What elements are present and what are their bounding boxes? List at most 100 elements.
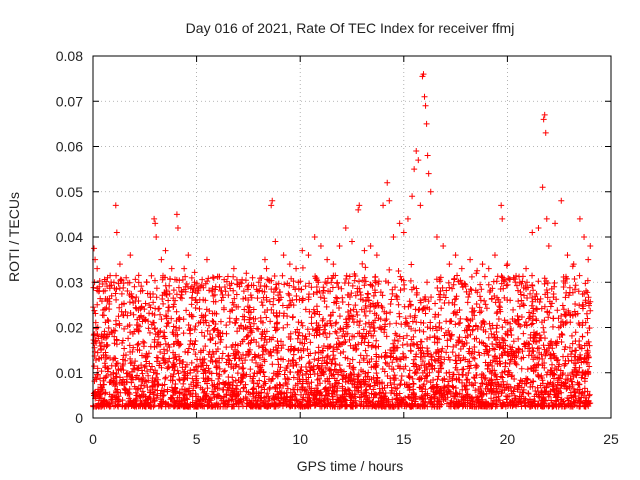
data-point-background xyxy=(553,296,560,303)
x-tick-label: 20 xyxy=(500,431,516,447)
data-point-background xyxy=(484,365,491,372)
x-axis-label: GPS time / hours xyxy=(297,458,404,474)
data-point-background xyxy=(491,346,498,353)
data-point-background xyxy=(562,360,569,367)
data-point-background xyxy=(507,356,514,363)
data-point-background xyxy=(335,343,342,350)
data-point-background xyxy=(417,297,424,304)
data-point-background xyxy=(551,280,558,287)
data-point-background xyxy=(476,293,483,300)
data-point-background xyxy=(296,329,303,336)
data-point-background xyxy=(127,360,134,367)
data-point-background xyxy=(169,329,176,336)
data-point-background xyxy=(369,342,376,349)
data-point-background xyxy=(179,398,186,405)
data-point-background xyxy=(188,311,195,318)
data-point-background xyxy=(199,386,206,393)
data-point-background xyxy=(462,387,469,394)
data-point-background xyxy=(214,273,221,280)
data-point-background xyxy=(158,364,165,371)
data-point-background xyxy=(332,320,339,327)
data-point-background xyxy=(185,345,192,352)
data-point-background xyxy=(149,363,156,370)
data-point-background xyxy=(461,280,468,287)
data-point-background xyxy=(176,389,183,396)
data-point-background xyxy=(160,300,167,307)
data-point-background xyxy=(223,278,230,285)
y-tick-label: 0.02 xyxy=(56,320,83,336)
data-point-background xyxy=(498,351,505,358)
data-point-background xyxy=(94,365,101,372)
data-point-background xyxy=(438,401,445,408)
data-point-background xyxy=(145,350,152,357)
data-point-background xyxy=(504,281,511,288)
data-point-background xyxy=(183,307,190,314)
data-point-background xyxy=(441,300,448,307)
data-point-background xyxy=(200,375,207,382)
data-point-background xyxy=(90,284,97,291)
data-point-background xyxy=(576,390,583,397)
data-point-background xyxy=(563,383,570,390)
data-point-background xyxy=(333,280,340,287)
data-point-background xyxy=(408,261,415,268)
data-point-background xyxy=(571,359,578,366)
data-point-background xyxy=(571,366,578,373)
data-point-background xyxy=(248,337,255,344)
data-point-background xyxy=(381,329,388,336)
data-point-background xyxy=(346,336,353,343)
data-point-background xyxy=(346,363,353,370)
data-point-background xyxy=(241,306,248,313)
data-point-background xyxy=(466,291,473,298)
data-point-background xyxy=(576,364,583,371)
data-point-background xyxy=(337,350,344,357)
data-point-background xyxy=(569,340,576,347)
data-point-background xyxy=(569,378,576,385)
data-point-background xyxy=(172,351,179,358)
data-point-background xyxy=(406,395,413,402)
data-point-background xyxy=(528,302,535,309)
data-point-background xyxy=(308,379,315,386)
data-point-background xyxy=(329,356,336,363)
data-point-background xyxy=(144,290,151,297)
data-point-background xyxy=(451,275,458,282)
data-point-background xyxy=(324,352,331,359)
data-point-background xyxy=(295,319,302,326)
data-point-background xyxy=(279,302,286,309)
data-point-background xyxy=(232,363,239,370)
data-point-background xyxy=(549,323,556,330)
data-point-background xyxy=(439,345,446,352)
data-point-background xyxy=(126,386,133,393)
data-point-background xyxy=(266,351,273,358)
data-point-background xyxy=(205,275,212,282)
data-point-background xyxy=(579,322,586,329)
data-point-background xyxy=(188,274,195,281)
data-point-background xyxy=(363,352,370,359)
data-point-background xyxy=(447,332,454,339)
data-point-background xyxy=(284,304,291,311)
data-point-background xyxy=(471,335,478,342)
data-point-background xyxy=(239,360,246,367)
data-point-background xyxy=(357,292,364,299)
data-point-background xyxy=(256,403,263,410)
data-point-background xyxy=(473,371,480,378)
data-point-background xyxy=(224,273,231,280)
data-point-background xyxy=(438,305,445,312)
data-point-background xyxy=(454,309,461,316)
data-point-background xyxy=(246,350,253,357)
y-tick-label: 0.08 xyxy=(56,48,83,64)
data-point-background xyxy=(576,272,583,279)
data-point-background xyxy=(275,280,282,287)
data-point-background xyxy=(315,389,322,396)
data-point-background xyxy=(330,402,337,409)
data-point-background xyxy=(581,342,588,349)
data-point-background xyxy=(285,334,292,341)
data-point-background xyxy=(576,395,583,402)
data-point-background xyxy=(308,320,315,327)
data-point-background xyxy=(550,403,557,410)
data-point-background xyxy=(478,380,485,387)
data-point-background xyxy=(144,368,151,375)
data-point-background xyxy=(135,297,142,304)
data-point-background xyxy=(101,360,108,367)
data-point-background xyxy=(418,375,425,382)
data-point-background xyxy=(467,286,474,293)
